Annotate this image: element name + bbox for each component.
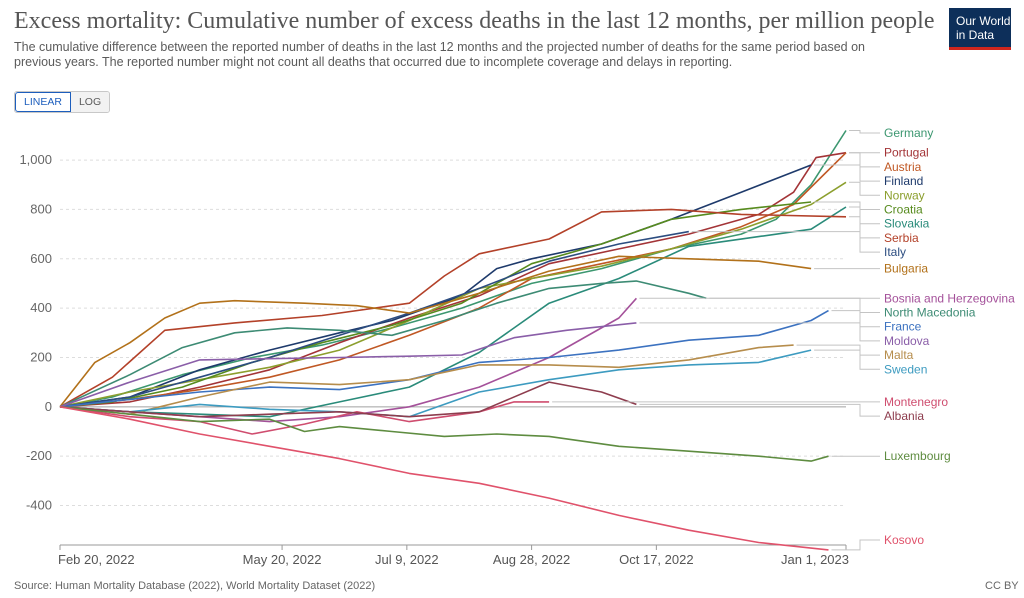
y-tick-label: 1,000	[19, 152, 52, 167]
logo-line-2: in Data	[956, 28, 995, 42]
x-tick-label: May 20, 2022	[243, 552, 322, 567]
series-line-norway	[59, 181, 847, 408]
series-line-finland	[59, 164, 812, 408]
legend-label-bulgaria: Bulgaria	[884, 262, 928, 276]
series-line-luxembourg	[59, 406, 829, 462]
series-line-croatia	[59, 201, 812, 408]
x-tick-label: Jan 1, 2023	[781, 552, 849, 567]
x-tick-label: Jul 9, 2022	[375, 552, 439, 567]
legend-connector	[849, 130, 880, 134]
y-tick-label: 400	[30, 300, 52, 315]
series-line-kosovo	[59, 406, 829, 551]
legend-connector	[814, 164, 880, 182]
legend-label-italy: Italy	[884, 245, 906, 259]
legend-connector	[691, 231, 880, 253]
log-scale-button[interactable]: LOG	[70, 92, 110, 112]
license-link[interactable]: CC BY	[985, 580, 1019, 592]
legend-connector	[814, 201, 880, 210]
legend-connector	[849, 181, 880, 196]
legend-label-serbia: Serbia	[884, 231, 919, 245]
chart-subtitle: The cumulative difference between the re…	[14, 40, 865, 69]
y-tick-label: 0	[45, 399, 52, 414]
series-line-sweden	[59, 349, 812, 418]
legend-label-france: France	[884, 320, 922, 334]
legend-label-croatia: Croatia	[884, 202, 923, 216]
legend-label-north-macedonia: North Macedonia	[884, 305, 976, 319]
y-tick-label: 200	[30, 349, 52, 364]
y-tick-label: -400	[26, 498, 52, 513]
legend-label-austria: Austria	[884, 160, 922, 174]
legend-label-moldova: Moldova	[884, 334, 930, 348]
source-note[interactable]: Source: Human Mortality Database (2022),…	[14, 580, 376, 592]
logo-line-1: Our World	[956, 14, 1011, 28]
x-tick-label: Aug 28, 2022	[493, 552, 570, 567]
legend-connector	[831, 310, 880, 328]
series-line-portugal	[59, 151, 847, 408]
legend-label-sweden: Sweden	[884, 362, 927, 376]
legend-label-finland: Finland	[884, 174, 923, 188]
series-line-serbia	[59, 208, 847, 408]
series-line-north-macedonia	[59, 280, 707, 408]
series-line-france	[59, 309, 829, 408]
scale-toggle: LINEAR LOG	[14, 91, 111, 113]
legend-connector	[849, 216, 880, 239]
x-tick-label: Oct 17, 2022	[619, 552, 693, 567]
series-line-bulgaria	[59, 255, 812, 408]
legend-label-bosnia-and-herzegovina: Bosnia and Herzegovina	[884, 291, 1015, 305]
series-line-montenegro	[59, 401, 550, 435]
y-tick-label: 600	[30, 251, 52, 266]
series-line-slovakia	[59, 206, 847, 418]
linear-scale-button[interactable]: LINEAR	[15, 92, 71, 112]
legend-connector	[639, 322, 880, 342]
series-line-malta	[59, 344, 794, 415]
y-tick-label: -200	[26, 448, 52, 463]
y-tick-label: 800	[30, 201, 52, 216]
legend-connector	[709, 297, 880, 313]
legend-connector	[849, 152, 880, 168]
legend-label-malta: Malta	[884, 348, 914, 362]
legend-label-albania: Albania	[884, 409, 924, 423]
legend-label-germany: Germany	[884, 126, 933, 140]
legend-connector	[814, 349, 880, 370]
x-tick-label: Feb 20, 2022	[58, 552, 135, 567]
series-line-moldova	[59, 322, 637, 408]
chart-title: Excess mortality: Cumulative number of e…	[14, 8, 935, 34]
series-line-italy	[59, 230, 689, 408]
legend-label-montenegro: Montenegro	[884, 395, 948, 409]
legend-label-slovakia: Slovakia	[884, 217, 930, 231]
series-line-austria	[59, 152, 847, 408]
series-line-albania	[59, 381, 637, 418]
legend-label-portugal: Portugal	[884, 146, 929, 160]
legend-label-norway: Norway	[884, 188, 925, 202]
legend-label-kosovo: Kosovo	[884, 533, 924, 547]
owid-logo[interactable]: Our World in Data	[949, 8, 1011, 50]
legend-label-luxembourg: Luxembourg	[884, 449, 951, 463]
legend-connector	[639, 403, 880, 417]
legend-connector	[849, 206, 880, 225]
series-line-bosnia-and-herzegovina	[59, 297, 637, 423]
legend-connector	[831, 539, 880, 551]
